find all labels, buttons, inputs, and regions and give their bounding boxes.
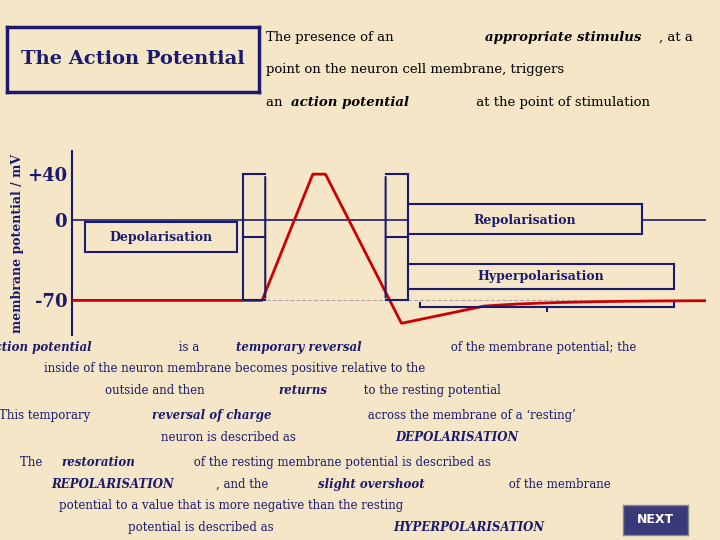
Text: slight overshoot: slight overshoot [318, 478, 424, 491]
Text: Repolarisation: Repolarisation [474, 213, 576, 227]
Text: action potential: action potential [0, 341, 92, 354]
Text: returns: returns [278, 384, 327, 397]
Text: potential is described as: potential is described as [127, 521, 277, 534]
Text: is a: is a [175, 341, 203, 354]
Text: This temporary: This temporary [0, 409, 94, 422]
Text: of the membrane potential; the: of the membrane potential; the [447, 341, 636, 354]
Text: The: The [20, 456, 46, 469]
Text: The Action Potential: The Action Potential [22, 50, 245, 69]
FancyBboxPatch shape [408, 204, 642, 234]
Text: NEXT: NEXT [636, 513, 674, 526]
Text: The presence of an: The presence of an [266, 31, 398, 44]
FancyBboxPatch shape [85, 222, 237, 252]
Text: at the point of stimulation: at the point of stimulation [472, 96, 649, 109]
Text: , at a: , at a [660, 31, 693, 44]
Text: , and the: , and the [216, 478, 271, 491]
Text: outside and then: outside and then [104, 384, 208, 397]
Text: to the resting potential: to the resting potential [360, 384, 501, 397]
FancyBboxPatch shape [408, 264, 674, 289]
Text: neuron is described as: neuron is described as [161, 431, 300, 444]
Text: DEPOLARISATION: DEPOLARISATION [395, 431, 518, 444]
Text: point on the neuron cell membrane, triggers: point on the neuron cell membrane, trigg… [266, 63, 564, 76]
Y-axis label: membrane potential / mV: membrane potential / mV [12, 153, 24, 333]
Text: appropriate stimulus: appropriate stimulus [485, 31, 642, 44]
Text: of the resting membrane potential is described as: of the resting membrane potential is des… [190, 456, 491, 469]
Text: action potential: action potential [291, 96, 409, 109]
Text: an: an [266, 96, 287, 109]
Text: REPOLARISATION: REPOLARISATION [51, 478, 174, 491]
Text: Hyperpolarisation: Hyperpolarisation [477, 270, 604, 283]
Text: temporary reversal: temporary reversal [236, 341, 361, 354]
Text: Depolarisation: Depolarisation [109, 231, 212, 244]
Text: potential to a value that is more negative than the resting: potential to a value that is more negati… [59, 500, 403, 512]
Text: reversal of charge: reversal of charge [153, 409, 272, 422]
Text: inside of the neuron membrane becomes positive relative to the: inside of the neuron membrane becomes po… [44, 362, 425, 375]
Text: restoration: restoration [61, 456, 135, 469]
Text: of the membrane: of the membrane [505, 478, 611, 491]
Text: HYPERPOLARISATION: HYPERPOLARISATION [393, 521, 544, 534]
Text: across the membrane of a ‘resting’: across the membrane of a ‘resting’ [364, 409, 575, 422]
